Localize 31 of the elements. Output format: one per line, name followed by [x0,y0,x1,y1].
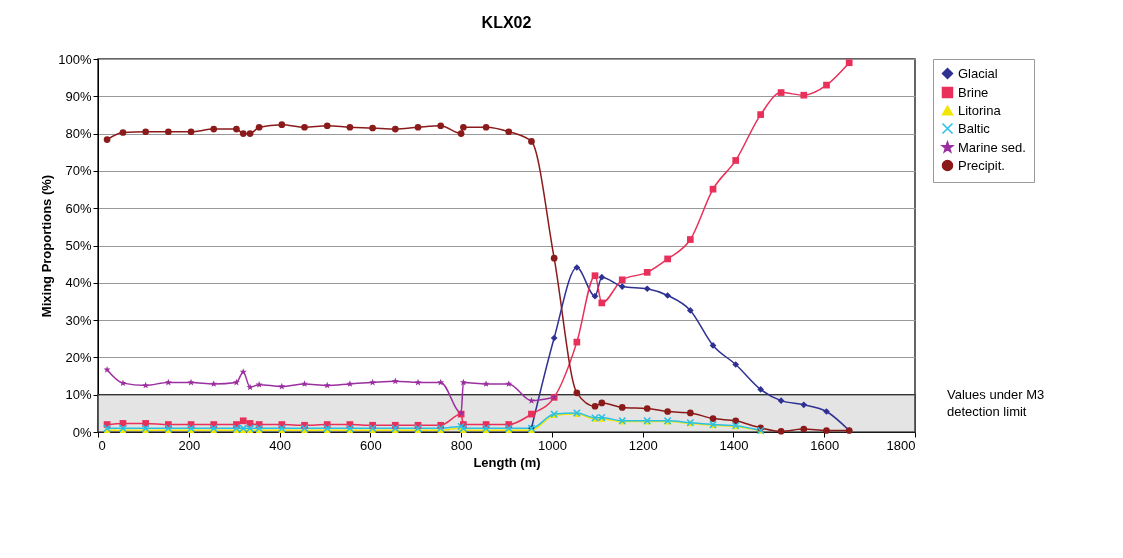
legend-label: Baltic [958,120,991,136]
x-tick-label: 800 [450,437,473,453]
y-axis-title: Mixing Proportions (%) [39,174,55,318]
y-tick-label: 0% [72,424,92,440]
x-tick-label: 200 [178,437,201,453]
legend-label: Litorina [958,102,1002,118]
y-tick-label: 30% [65,312,92,328]
y-tick-label: 80% [65,126,92,142]
y-tick-label: 100% [58,51,92,67]
x-tick-label: 1200 [628,437,658,453]
legend-label: Precipit. [958,157,1005,173]
legend-label: Brine [958,84,989,100]
x-tick-label: 400 [269,437,291,453]
y-tick-label: 60% [65,200,92,216]
legend-label: Glacial [958,65,998,81]
y-tick-label: 40% [65,275,92,291]
x-tick-label: 1400 [719,437,749,453]
chart-title: KLX02 [481,14,532,31]
x-tick-label: 0 [98,437,106,453]
y-tick-label: 70% [65,163,92,179]
y-tick-label: 20% [65,349,92,365]
x-tick-label: 600 [359,437,382,453]
x-axis-title: Length (m) [473,454,541,470]
band-label: Values under M3 detection limit [947,386,1045,419]
y-tick-label: 50% [65,238,92,253]
y-tick-label: 10% [65,387,92,403]
x-tick-label: 1000 [537,437,567,453]
y-tick-label: 90% [65,88,92,104]
x-tick-label: 1600 [810,437,840,453]
x-tick-label: 1800 [886,437,916,453]
legend-label: Marine sed. [958,139,1026,155]
